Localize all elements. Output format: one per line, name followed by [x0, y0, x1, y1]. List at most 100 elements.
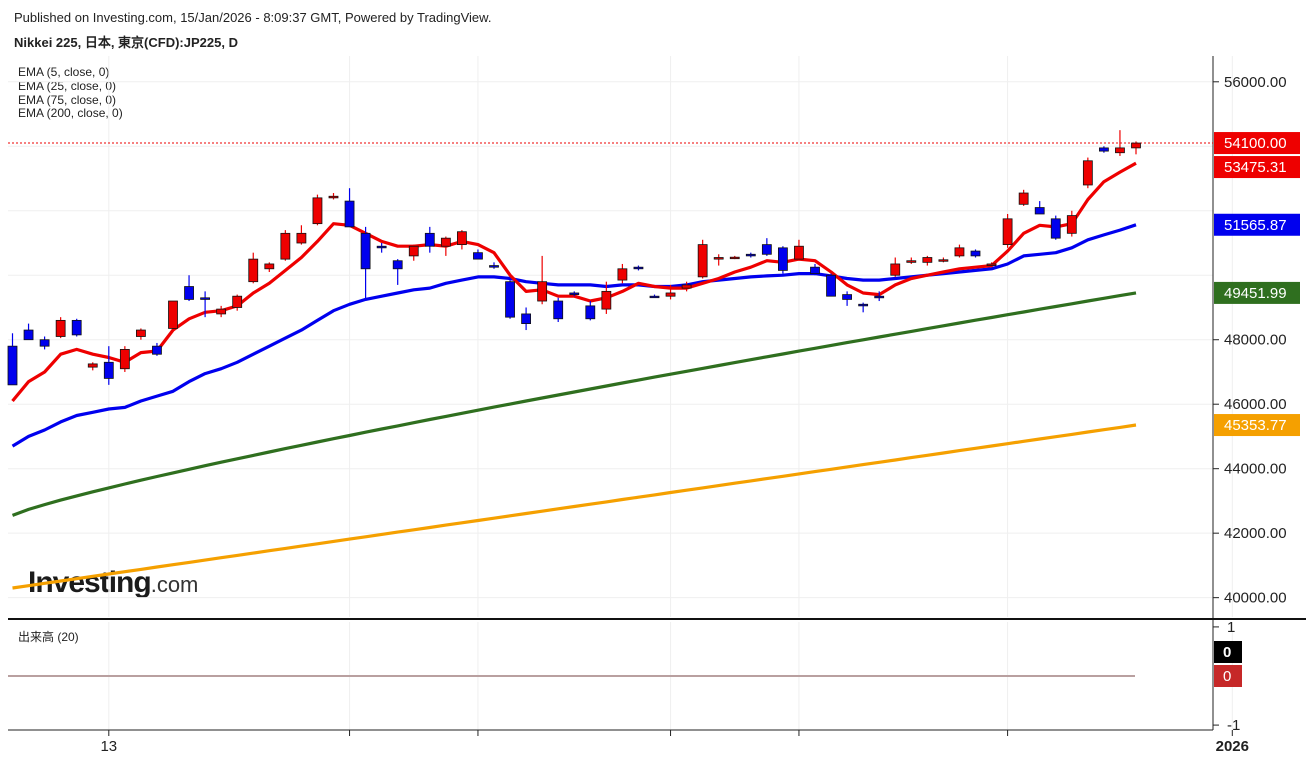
volume-tick-label: -1 — [1227, 717, 1240, 734]
candle-body — [1131, 142, 1141, 149]
last-price-tag: 54100.00 — [1214, 132, 1300, 155]
candle-body — [521, 313, 531, 325]
candle — [232, 294, 243, 311]
candle-body — [1002, 218, 1013, 246]
volume-up-tag-bg — [1214, 641, 1242, 663]
candle-body — [665, 292, 676, 297]
candle — [810, 263, 820, 276]
candle-body — [826, 274, 836, 297]
ema200-line — [12, 423, 1137, 590]
candle-body — [874, 295, 885, 299]
candle — [1099, 146, 1109, 153]
candle — [103, 346, 114, 385]
candle-body — [103, 361, 114, 379]
candle — [681, 281, 692, 292]
candle — [585, 301, 596, 321]
candle — [986, 262, 997, 268]
candle-body — [232, 295, 243, 308]
candle-body — [1050, 218, 1061, 239]
candle — [280, 230, 291, 261]
candle-body — [569, 292, 580, 295]
candle-body — [328, 195, 339, 199]
candle — [1050, 215, 1061, 240]
candle — [745, 252, 756, 258]
candle — [360, 226, 371, 300]
candle-body — [184, 286, 194, 300]
candle — [296, 225, 307, 245]
candle — [312, 194, 323, 226]
candle — [890, 257, 901, 277]
candle — [489, 262, 499, 269]
candle-body — [954, 247, 965, 257]
candle — [826, 273, 836, 297]
candle — [440, 236, 451, 256]
candle-body — [392, 260, 403, 270]
ema200-value-tag: 45353.77 — [1214, 414, 1300, 437]
candle — [119, 346, 130, 372]
candle-body — [135, 329, 146, 337]
candle — [71, 318, 82, 337]
candle — [617, 263, 628, 284]
candle — [87, 362, 98, 371]
ema25-value-tag-bg — [1214, 213, 1300, 236]
candle-body — [200, 297, 211, 300]
ema25-value-tag: 51565.87 — [1214, 213, 1300, 236]
candle — [1131, 141, 1141, 155]
volume-up-tag: 0 — [1214, 641, 1242, 663]
candle — [1034, 201, 1045, 215]
candle-body — [312, 197, 323, 225]
candle-body — [970, 250, 981, 257]
candle — [938, 257, 949, 263]
candle — [874, 291, 885, 302]
candle — [665, 284, 676, 300]
candle-body — [7, 345, 18, 386]
ema5-value-tag-text: 53475.31 — [1224, 159, 1287, 176]
candle-body — [1082, 160, 1093, 186]
candle-body — [537, 281, 548, 302]
ema5-value-tag-bg — [1214, 156, 1300, 179]
candle — [1066, 210, 1077, 237]
candle-body — [55, 319, 66, 337]
candle-body — [778, 247, 788, 271]
candle-body — [922, 257, 933, 263]
candle — [1082, 157, 1093, 189]
candle — [521, 307, 531, 331]
chart-title: Nikkei 225, 日本, 東京(CFD):JP225, D — [14, 35, 238, 50]
candle — [794, 239, 804, 261]
ema200-value-tag-bg — [1214, 414, 1300, 437]
volume-down-tag: 0 — [1214, 665, 1242, 687]
candle-body — [906, 260, 917, 263]
y-tick-label: 46000.00 — [1224, 396, 1287, 413]
candle-body — [553, 300, 564, 320]
y-tick-label: 48000.00 — [1224, 332, 1287, 349]
volume-tick-label: 1 — [1227, 619, 1235, 636]
y-tick-label: 56000.00 — [1224, 74, 1287, 91]
candle-body — [489, 265, 499, 268]
candle — [697, 239, 708, 279]
volume-up-value: 0 — [1223, 644, 1231, 661]
legend-ema200: EMA (200, close, 0) — [18, 106, 123, 121]
candle — [408, 244, 419, 261]
candle — [649, 294, 660, 299]
candle — [424, 226, 435, 253]
candle-body — [424, 232, 435, 247]
candle-body — [152, 345, 162, 355]
x-tick-label: 13 — [100, 738, 117, 755]
candle-body — [23, 329, 34, 341]
candle — [55, 317, 66, 339]
candle-body — [87, 363, 98, 368]
ema5-value-tag: 53475.31 — [1214, 156, 1300, 179]
ema200-value-tag-text: 45353.77 — [1224, 417, 1287, 434]
logo-suffix: .com — [150, 572, 199, 597]
candle-body — [264, 263, 275, 270]
candle-body — [761, 244, 772, 255]
last-price-tag-bg — [1214, 132, 1300, 155]
candle-body — [1018, 192, 1029, 205]
published-line: Published on Investing.com, 15/Jan/2026 … — [14, 10, 492, 25]
candle — [761, 238, 772, 256]
legend-ema25: EMA (25, close, 0) — [18, 78, 117, 93]
candle-body — [858, 303, 869, 307]
candle — [569, 291, 580, 297]
candle — [922, 255, 933, 266]
